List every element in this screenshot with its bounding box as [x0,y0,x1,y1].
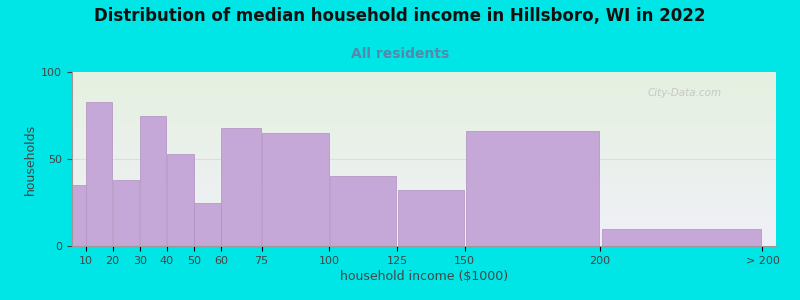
Text: City-Data.com: City-Data.com [647,88,722,98]
Bar [466,131,598,246]
Bar [330,176,396,246]
Bar [262,133,329,246]
Bar [194,202,221,246]
Bar [602,229,761,246]
Y-axis label: households: households [24,123,37,195]
Bar [398,190,464,246]
Bar [72,185,99,246]
Bar [140,116,166,246]
X-axis label: household income ($1000): household income ($1000) [340,270,508,283]
Text: All residents: All residents [351,46,449,61]
Bar [222,128,261,246]
Bar [86,102,112,246]
Bar [113,180,139,246]
Text: Distribution of median household income in Hillsboro, WI in 2022: Distribution of median household income … [94,8,706,26]
Bar [167,154,194,246]
